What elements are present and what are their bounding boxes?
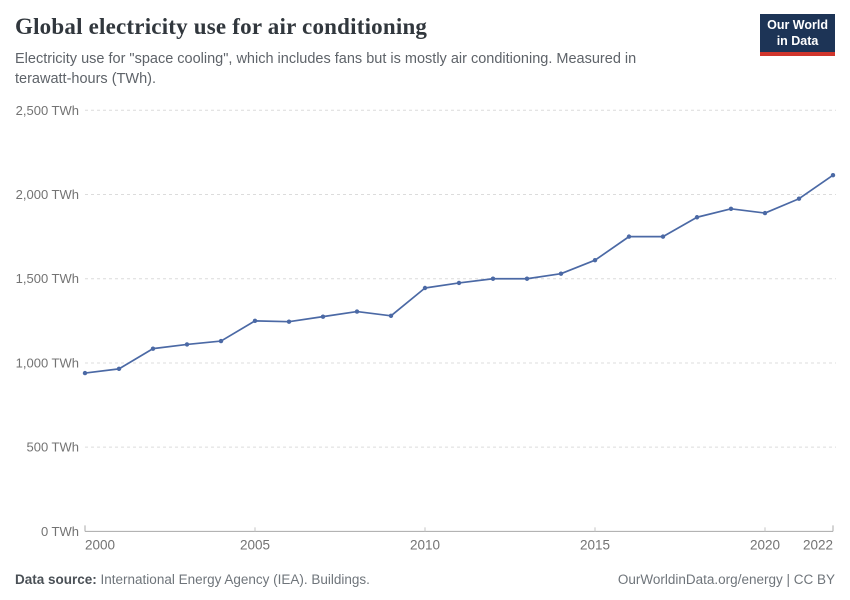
y-axis-label: 2,000 TWh xyxy=(16,187,79,202)
y-axis-label: 1,000 TWh xyxy=(16,355,79,370)
chart-footer: Data source: International Energy Agency… xyxy=(15,572,835,587)
data-point[interactable] xyxy=(694,215,700,220)
data-point[interactable] xyxy=(762,210,768,216)
data-source-label: Data source: xyxy=(15,572,97,587)
y-axis-label: 1,500 TWh xyxy=(16,271,79,286)
credit-link[interactable]: OurWorldinData.org/energy | CC BY xyxy=(617,572,835,587)
data-point[interactable] xyxy=(660,234,666,239)
data-point[interactable] xyxy=(218,338,224,344)
data-point[interactable] xyxy=(728,206,734,212)
data-point[interactable] xyxy=(592,258,598,263)
y-axis-label: 500 TWh xyxy=(26,440,79,455)
x-axis-label: 2015 xyxy=(580,538,610,553)
data-point[interactable] xyxy=(490,276,496,281)
data-point[interactable] xyxy=(388,313,394,318)
owid-logo-line2: in Data xyxy=(776,33,819,48)
y-axis-label: 2,500 TWh xyxy=(16,103,79,118)
chart-header: Global electricity use for air condition… xyxy=(15,14,690,89)
chart-subtitle: Electricity use for "space cooling", whi… xyxy=(15,51,637,87)
data-point[interactable] xyxy=(150,346,156,351)
data-point[interactable] xyxy=(830,172,836,178)
data-point[interactable] xyxy=(422,285,428,291)
data-line[interactable] xyxy=(84,174,834,374)
x-axis-label: 2022 xyxy=(803,538,833,553)
data-point[interactable] xyxy=(354,309,360,314)
y-axis-label: 0 TWh xyxy=(41,524,79,539)
data-source: Data source: International Energy Agency… xyxy=(15,572,370,587)
data-point[interactable] xyxy=(456,280,462,286)
x-axis-label: 2010 xyxy=(410,538,440,553)
data-point[interactable] xyxy=(82,370,88,376)
x-axis-label: 2005 xyxy=(240,538,270,553)
data-point[interactable] xyxy=(626,234,632,239)
data-point[interactable] xyxy=(184,342,190,347)
data-point[interactable] xyxy=(116,366,122,372)
chart-title: Global electricity use for air condition… xyxy=(15,14,428,39)
data-point[interactable] xyxy=(320,314,326,319)
data-point[interactable] xyxy=(796,196,802,201)
data-point[interactable] xyxy=(524,276,530,281)
owid-logo[interactable]: Our World in Data xyxy=(760,14,835,57)
x-axis-label: 2000 xyxy=(85,538,115,553)
x-axis-label: 2020 xyxy=(750,538,780,553)
data-point[interactable] xyxy=(558,271,564,276)
data-point[interactable] xyxy=(252,318,258,324)
data-source-text: International Energy Agency (IEA). Build… xyxy=(96,572,370,587)
data-point[interactable] xyxy=(286,319,292,324)
owid-logo-line1: Our World xyxy=(767,18,828,32)
